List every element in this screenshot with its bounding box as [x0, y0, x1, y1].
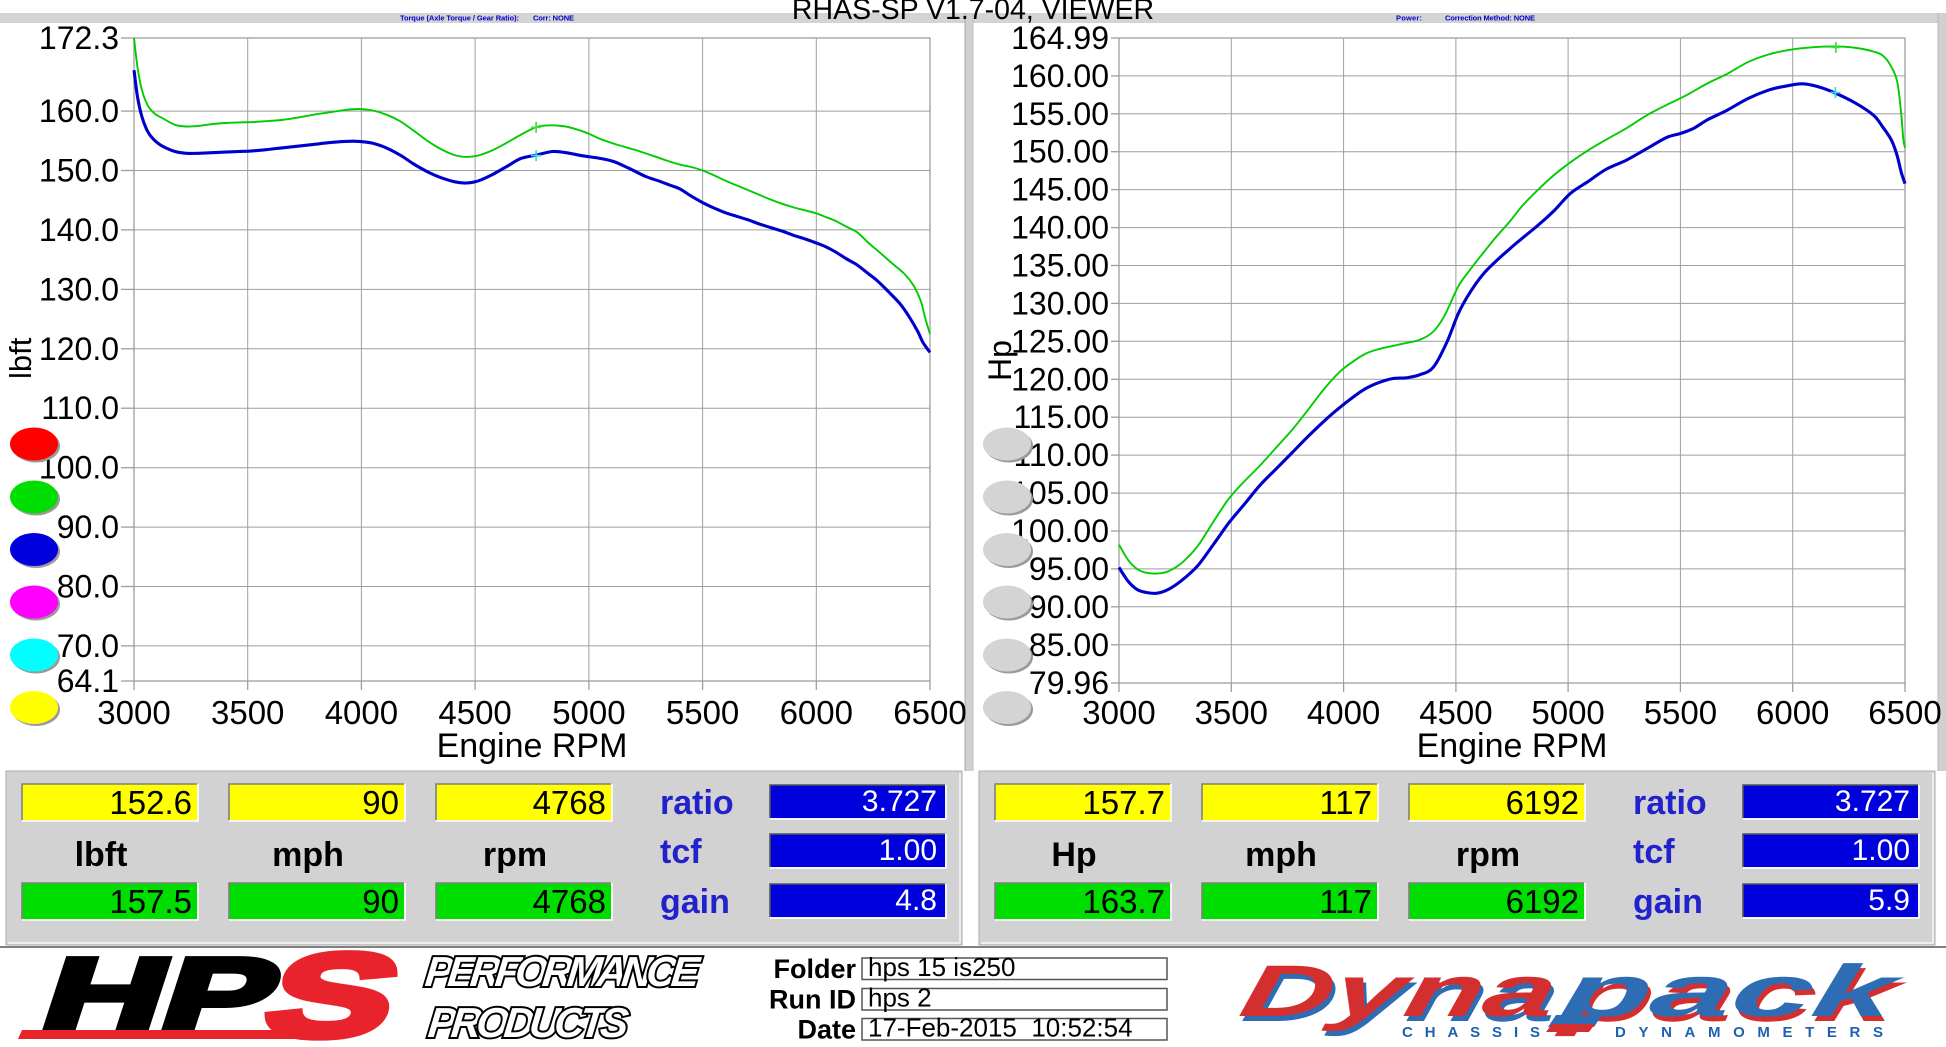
svg-text:RHAS-SP V1.7-04, VIEWER: RHAS-SP V1.7-04, VIEWER [792, 0, 1154, 26]
svg-text:6500: 6500 [1868, 694, 1941, 731]
svg-text:Power:: Power: [1396, 14, 1422, 23]
svg-text:Torque (Axle Torque / Gear Rat: Torque (Axle Torque / Gear Ratio): [400, 14, 519, 23]
svg-text:4500: 4500 [1419, 694, 1492, 731]
svg-text:mph: mph [1245, 836, 1317, 874]
svg-text:3500: 3500 [1195, 694, 1268, 731]
svg-text:ratio: ratio [660, 784, 734, 822]
svg-text:163.7: 163.7 [1082, 883, 1165, 920]
svg-text:mph: mph [272, 836, 344, 874]
svg-text:90.0: 90.0 [57, 509, 119, 545]
svg-text:3.727: 3.727 [862, 785, 937, 818]
svg-text:HP: HP [29, 937, 295, 1047]
svg-text:117: 117 [1319, 784, 1372, 821]
svg-text:90: 90 [362, 784, 399, 821]
svg-text:70.0: 70.0 [57, 628, 119, 664]
svg-text:160.00: 160.00 [1011, 58, 1109, 94]
svg-text:4.8: 4.8 [895, 884, 937, 917]
svg-text:5500: 5500 [1644, 694, 1717, 731]
svg-text:6192: 6192 [1506, 883, 1579, 920]
svg-text:3.727: 3.727 [1835, 785, 1910, 818]
svg-text:6000: 6000 [780, 694, 853, 731]
svg-text:140.0: 140.0 [39, 212, 119, 248]
svg-text:3500: 3500 [211, 694, 284, 731]
svg-text:ratio: ratio [1633, 784, 1707, 822]
svg-text:80.0: 80.0 [57, 569, 119, 605]
svg-text:130.0: 130.0 [39, 271, 119, 307]
svg-text:4000: 4000 [325, 694, 398, 731]
svg-text:tcf: tcf [1633, 833, 1675, 871]
svg-text:6000: 6000 [1756, 694, 1829, 731]
svg-text:Dyna: Dyna [1237, 955, 1568, 1037]
svg-text:115.00: 115.00 [1014, 399, 1110, 435]
svg-text:5.9: 5.9 [1868, 884, 1910, 917]
svg-text:150.00: 150.00 [1011, 134, 1109, 170]
svg-text:160.0: 160.0 [39, 93, 119, 129]
svg-text:3000: 3000 [1082, 694, 1155, 731]
svg-text:4768: 4768 [533, 883, 606, 920]
svg-text:150.0: 150.0 [39, 153, 119, 189]
svg-text:6192: 6192 [1506, 784, 1579, 821]
svg-text:gain: gain [660, 883, 730, 921]
svg-text:Folder: Folder [773, 954, 856, 984]
svg-text:4000: 4000 [1307, 694, 1380, 731]
svg-text:tcf: tcf [660, 833, 702, 871]
svg-text:Engine RPM: Engine RPM [1417, 727, 1608, 765]
svg-text:135.00: 135.00 [1011, 248, 1109, 284]
svg-text:5500: 5500 [666, 694, 739, 731]
svg-text:gain: gain [1633, 883, 1703, 921]
svg-text:155.00: 155.00 [1011, 96, 1109, 132]
svg-text:4768: 4768 [533, 784, 606, 821]
svg-text:5000: 5000 [552, 694, 625, 731]
svg-text:5000: 5000 [1531, 694, 1604, 731]
svg-text:PRODUCTS: PRODUCTS [426, 999, 631, 1046]
svg-text:Dyna: Dyna [1234, 950, 1565, 1032]
svg-text:120.00: 120.00 [1011, 361, 1109, 397]
svg-text:145.00: 145.00 [1011, 172, 1109, 208]
svg-text:PERFORMANCE: PERFORMANCE [423, 948, 704, 995]
svg-text:79.96: 79.96 [1029, 665, 1109, 701]
svg-text:Engine RPM: Engine RPM [437, 727, 628, 765]
svg-text:17-Feb-2015 10:52:54: 17-Feb-2015 10:52:54 [868, 1013, 1133, 1043]
svg-text:140.00: 140.00 [1011, 210, 1109, 246]
svg-text:164.99: 164.99 [1011, 20, 1109, 56]
svg-text:152.6: 152.6 [109, 784, 192, 821]
svg-text:85.00: 85.00 [1029, 627, 1109, 663]
svg-text:157.5: 157.5 [109, 883, 192, 920]
svg-text:lbft: lbft [3, 337, 38, 379]
svg-text:4500: 4500 [438, 694, 511, 731]
svg-text:1.00: 1.00 [879, 834, 937, 867]
svg-text:117: 117 [1319, 883, 1372, 920]
svg-text:1.00: 1.00 [1852, 834, 1910, 867]
svg-text:rpm: rpm [1456, 836, 1520, 874]
svg-text:125.00: 125.00 [1011, 323, 1109, 359]
svg-text:95.00: 95.00 [1029, 551, 1109, 587]
svg-text:lbft: lbft [75, 836, 128, 874]
svg-text:90: 90 [362, 883, 399, 920]
svg-text:pack: pack [1551, 950, 1912, 1032]
svg-text:pack: pack [1554, 955, 1915, 1037]
svg-text:6500: 6500 [893, 694, 966, 731]
svg-text:157.7: 157.7 [1082, 784, 1165, 821]
svg-text:rpm: rpm [483, 836, 547, 874]
svg-text:Hp: Hp [982, 340, 1018, 381]
svg-text:90.00: 90.00 [1029, 589, 1109, 625]
svg-text:130.00: 130.00 [1011, 285, 1109, 321]
svg-text:Hp: Hp [1051, 836, 1096, 874]
svg-text:172.3: 172.3 [39, 20, 119, 56]
svg-text:hps 15 is250: hps 15 is250 [868, 952, 1015, 982]
svg-text:Corr: NONE: Corr: NONE [533, 14, 574, 23]
svg-text:3000: 3000 [97, 694, 170, 731]
svg-text:110.0: 110.0 [41, 390, 119, 426]
svg-text:64.1: 64.1 [57, 663, 119, 699]
svg-text:hps 2: hps 2 [868, 983, 932, 1013]
svg-text:Correction Method: NONE: Correction Method: NONE [1445, 14, 1535, 23]
svg-text:Run ID: Run ID [769, 985, 856, 1015]
svg-text:Date: Date [797, 1015, 856, 1045]
svg-text:120.0: 120.0 [39, 331, 119, 367]
